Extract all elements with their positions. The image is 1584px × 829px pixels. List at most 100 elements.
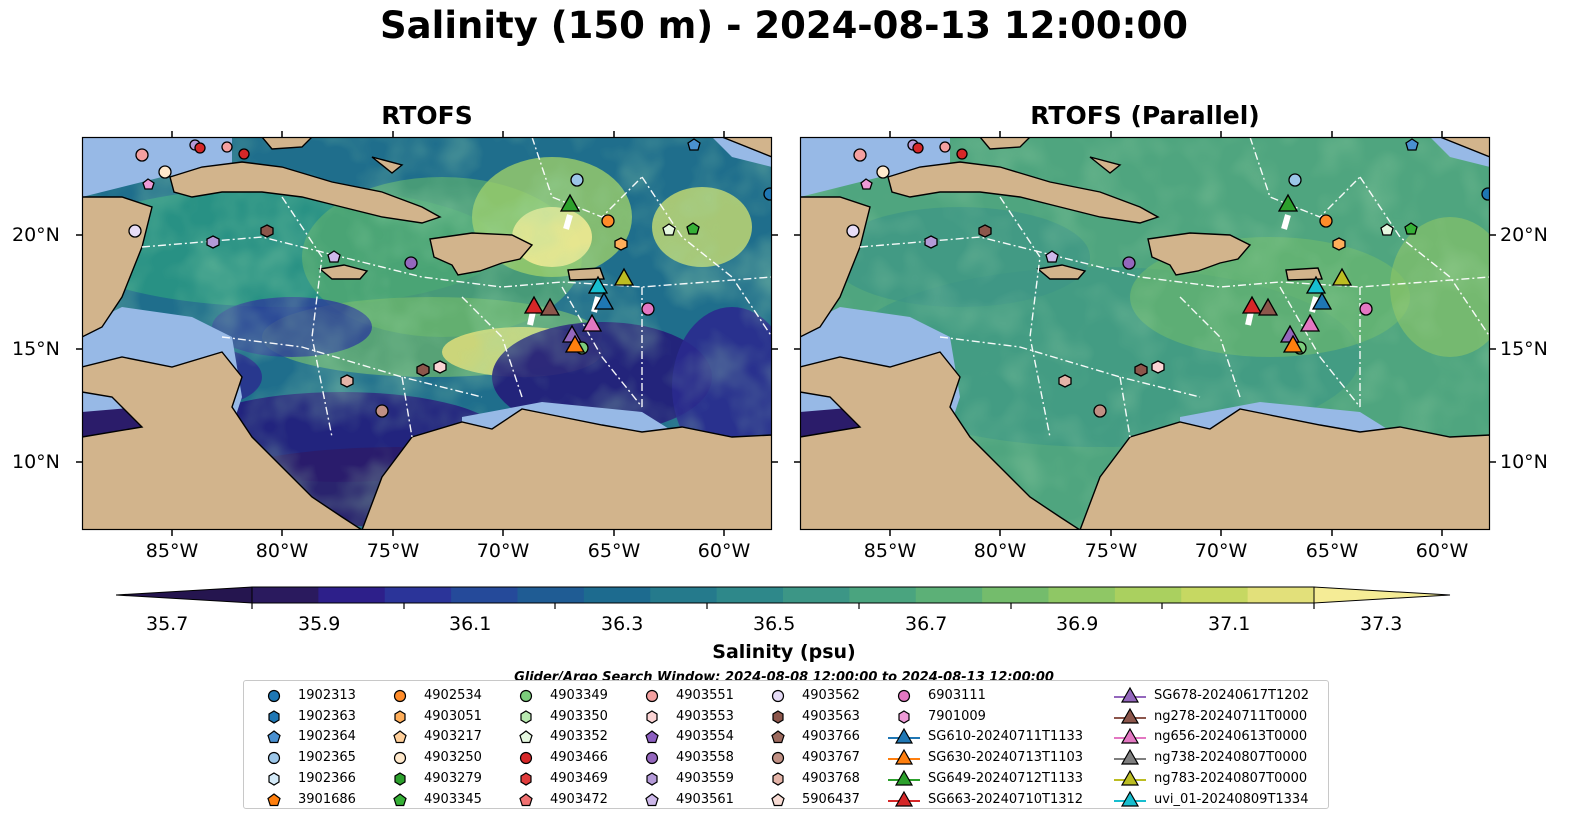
pentagon-marker-icon [267, 792, 281, 806]
legend-item-label: 5906437 [802, 791, 860, 807]
legend-item-label: uvi_01-20240809T1334 [1154, 791, 1309, 807]
legend-item-label: 1902363 [298, 708, 356, 724]
hexagon-marker-icon [772, 772, 784, 786]
colorbar-level-15 [1247, 587, 1315, 603]
colorbar-level-8 [783, 587, 850, 603]
pentagon-marker-icon [771, 730, 785, 744]
legend-item-label: 4903558 [676, 750, 734, 766]
colorbar-tick-labels: 35.7 35.9 36.1 36.3 36.5 36.7 36.9 37.1 … [146, 613, 1486, 639]
lon-label-60w-right: 60°W [1415, 540, 1469, 562]
triangle-marker-icon [1114, 707, 1146, 724]
legend-item-label: SG630-20240713T1103 [928, 750, 1084, 766]
colorbar-label: Salinity (psu) [712, 641, 856, 663]
search-window-text: Glider/Argo Search Window: 2024-08-08 12… [514, 670, 1054, 681]
legend-item-label: 1902365 [298, 750, 356, 766]
legend-item-label: 1902313 [298, 688, 356, 703]
circle-marker-icon [519, 689, 533, 703]
legend-item-label: 4903279 [424, 770, 482, 786]
legend-item-label: 4903352 [550, 729, 608, 745]
colorbar-level-4 [517, 587, 585, 603]
lon-label-70w-left: 70°W [476, 540, 530, 562]
colorbar-level-9 [849, 587, 917, 603]
lon-label-75w-left: 75°W [366, 540, 420, 562]
main-title: Salinity (150 m) - 2024-08-13 12:00:00 [380, 4, 1188, 47]
triangle-marker-icon [1114, 790, 1146, 807]
pentagon-marker-icon [771, 792, 785, 806]
lon-label-75w-right: 75°W [1084, 540, 1138, 562]
colorbar-min-extension [116, 586, 253, 604]
circle-marker-icon [645, 689, 659, 703]
legend-item-label: 4903250 [424, 750, 482, 766]
pentagon-marker-icon [645, 730, 659, 744]
circle-marker-icon [393, 751, 407, 765]
legend-item-label: SG663-20240710T1312 [928, 791, 1084, 807]
pentagon-marker-icon [393, 792, 407, 806]
legend-item-label: 1902366 [298, 770, 356, 786]
circle-marker-icon [267, 689, 281, 703]
panel-title-right: RTOFS (Parallel) [1030, 101, 1260, 130]
colorbar-level-14 [1181, 587, 1249, 603]
lon-label-60w-left: 60°W [697, 540, 751, 562]
lon-label-85w-left: 85°W [145, 540, 199, 562]
observation-markers [128, 138, 772, 418]
hexagon-marker-icon [898, 709, 910, 724]
lon-label-65w-right: 65°W [1305, 540, 1359, 562]
pentagon-marker-icon [519, 792, 533, 806]
lat-label-20n-right: 20°N [1500, 224, 1548, 246]
land-masses [82, 137, 772, 530]
triangle-marker-icon [888, 728, 920, 744]
legend-item-label: SG610-20240711T1133 [928, 729, 1084, 745]
circle-marker-icon [393, 689, 407, 703]
colorbar-max-extension [1313, 586, 1451, 604]
legend-item-label: 4903350 [550, 708, 608, 724]
lon-label-80w-left: 80°W [255, 540, 309, 562]
lat-label-20n-left: 20°N [12, 224, 60, 246]
cbar-tick-35-7: 35.7 [146, 613, 189, 635]
legend-item-label: 4903554 [676, 729, 734, 745]
legend-item-label: 4903562 [802, 688, 860, 703]
legend-item-label: ng783-20240807T0000 [1154, 770, 1308, 786]
panel-title-left: RTOFS [381, 101, 473, 130]
hexagon-marker-icon [394, 772, 406, 786]
eez-boundaries [859, 137, 1490, 438]
legend-item-label: 3901686 [298, 791, 356, 807]
legend-item-label: 4903472 [550, 791, 608, 807]
hexagon-marker-icon [646, 709, 658, 724]
lon-label-70w-right: 70°W [1194, 540, 1248, 562]
lon-label-65w-left: 65°W [587, 540, 641, 562]
hexagon-marker-icon [268, 772, 280, 786]
legend-item-label: 4902534 [424, 688, 482, 703]
pentagon-marker-icon [393, 730, 407, 744]
lat-label-10n-left: 10°N [12, 451, 60, 473]
lat-label-15n-left: 15°N [12, 338, 60, 360]
legend-item-label: ng656-20240613T0000 [1154, 729, 1308, 745]
legend-item-label: 4903563 [802, 708, 860, 724]
cbar-tick-36-3: 36.3 [601, 613, 644, 635]
hexagon-marker-icon [646, 772, 658, 786]
colorbar-level-5 [583, 587, 651, 603]
circle-marker-icon [645, 751, 659, 765]
triangle-marker-icon [1114, 769, 1146, 786]
observation-markers [846, 138, 1490, 418]
colorbar-level-6 [650, 587, 718, 603]
cbar-tick-36-1: 36.1 [449, 613, 492, 635]
colorbar-level-3 [451, 587, 519, 603]
cbar-tick-36-7: 36.7 [905, 613, 948, 635]
colorbar-level-11 [982, 587, 1050, 603]
triangle-marker-icon [1114, 728, 1146, 744]
legend-item-label: 7901009 [928, 708, 986, 724]
colorbar-level-12 [1048, 587, 1116, 603]
legend-item-label: 4903217 [424, 729, 482, 745]
legend-item-label: 4903551 [676, 688, 734, 703]
legend-item-label: 4903051 [424, 708, 482, 724]
triangle-marker-icon [1114, 748, 1146, 765]
lon-label-80w-right: 80°W [973, 540, 1027, 562]
cbar-tick-35-9: 35.9 [298, 613, 341, 635]
circle-marker-icon [897, 689, 911, 703]
circle-marker-icon [771, 689, 785, 703]
hexagon-marker-icon [394, 709, 406, 724]
colorbar-level-13 [1114, 587, 1182, 603]
legend-item-label: 6903111 [928, 688, 986, 703]
circle-marker-icon [771, 751, 785, 765]
circle-marker-icon [267, 751, 281, 765]
